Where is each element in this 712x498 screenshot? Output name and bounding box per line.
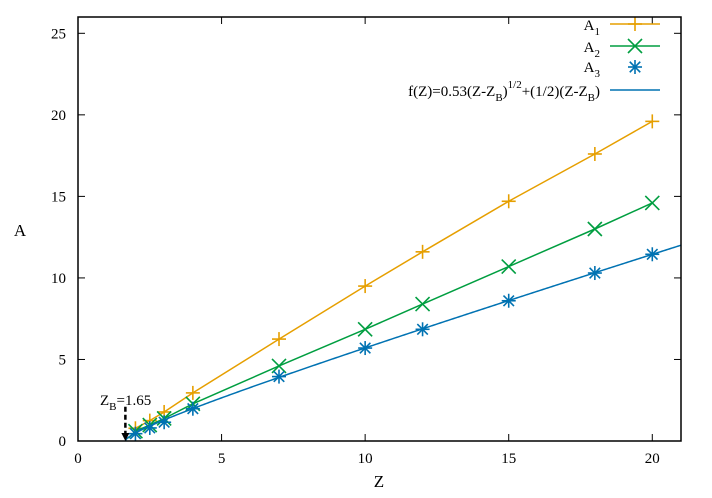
legend-entry-a3: A3 bbox=[584, 60, 642, 80]
series-a2-point bbox=[357, 321, 373, 337]
zb-arrow bbox=[121, 406, 130, 441]
x-tick-label: 0 bbox=[74, 451, 82, 467]
legend-label-a1: A bbox=[584, 18, 595, 34]
legend-label-a3: A bbox=[584, 60, 595, 76]
plot-area bbox=[124, 114, 682, 442]
legend-label-a2: A bbox=[584, 40, 595, 56]
x-tick-label: 20 bbox=[645, 451, 660, 467]
series-a2-point bbox=[501, 258, 517, 275]
series-a1-point bbox=[415, 244, 430, 259]
series-a2-point bbox=[415, 296, 431, 312]
x-tick-label: 15 bbox=[501, 451, 516, 467]
legend-label-a3-sub: 3 bbox=[595, 68, 601, 80]
y-tick-label: 5 bbox=[59, 352, 67, 368]
svg-text:A1: A1 bbox=[584, 18, 600, 38]
x-tick-label: 10 bbox=[358, 451, 373, 467]
legend: A1 A2 A3 f(Z)=0.53(Z-ZB)1/2+(1/2)(Z-ZB) bbox=[408, 17, 660, 104]
zb-arrow-head bbox=[121, 433, 130, 441]
y-axis-label: A bbox=[14, 221, 27, 240]
y-tick-label: 15 bbox=[51, 189, 66, 205]
legend-label-a1-sub: 1 bbox=[595, 26, 601, 38]
legend-sample-a3 bbox=[628, 60, 642, 74]
zb-annotation: ZB=1.65 bbox=[100, 393, 151, 441]
series-a1-point bbox=[587, 146, 602, 161]
legend-entry-a2: A2 bbox=[584, 38, 660, 60]
series-a2-point bbox=[587, 221, 603, 237]
svg-text:A2: A2 bbox=[584, 40, 600, 60]
series-a1-point bbox=[358, 279, 373, 294]
series-a1-point bbox=[272, 332, 286, 347]
y-tick-label: 20 bbox=[51, 108, 66, 124]
series-a1-point bbox=[185, 385, 200, 400]
x-tick-label: 5 bbox=[218, 451, 226, 467]
x-axis-label: Z bbox=[374, 472, 384, 491]
y-tick-label: 10 bbox=[51, 271, 66, 287]
series-a1-point bbox=[645, 114, 660, 129]
y-tick-label: 0 bbox=[59, 434, 67, 450]
legend-entry-fz: f(Z)=0.53(Z-ZB)1/2+(1/2)(Z-ZB) bbox=[408, 79, 660, 104]
series-a2-point bbox=[271, 358, 287, 374]
legend-label-a2-sub: 2 bbox=[595, 48, 601, 60]
svg-text:A3: A3 bbox=[584, 60, 601, 80]
series-fz-curve bbox=[124, 244, 682, 442]
legend-sample-a1 bbox=[610, 17, 660, 31]
zb-annotation-label: ZB=1.65 bbox=[100, 393, 151, 413]
legend-marker bbox=[628, 60, 642, 74]
legend-marker bbox=[628, 17, 642, 31]
axis-ticks: 0 5 10 15 20 0 5 10 15 20 25 bbox=[51, 17, 681, 467]
y-tick-label: 25 bbox=[51, 26, 66, 42]
legend-marker bbox=[627, 38, 643, 54]
legend-label-fz: f(Z)=0.53(Z-ZB)1/2+(1/2)(Z-ZB) bbox=[408, 79, 600, 104]
series-a1-point bbox=[501, 194, 516, 209]
series-a2-line bbox=[135, 202, 653, 432]
series-a1-line bbox=[135, 120, 653, 429]
series-a2-point bbox=[644, 195, 660, 211]
legend-entry-a1: A1 bbox=[584, 17, 660, 38]
legend-sample-a2 bbox=[610, 38, 660, 54]
plot-frame bbox=[77, 16, 682, 442]
series-a3-point bbox=[272, 369, 286, 384]
